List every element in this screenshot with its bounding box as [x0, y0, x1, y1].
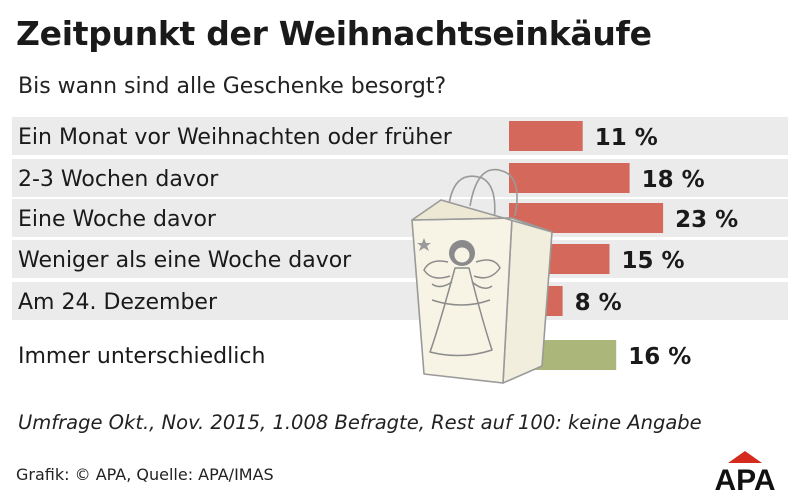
survey-note: Umfrage Okt., Nov. 2015, 1.008 Befragte,…	[18, 411, 702, 434]
source-credit: Grafik: © APA, Quelle: APA/IMAS	[16, 465, 274, 484]
chart-subtitle: Bis wann sind alle Geschenke besorgt?	[18, 74, 447, 99]
chart-title: Zeitpunkt der Weihnachtseinkäufe	[16, 14, 652, 53]
row-background	[12, 240, 788, 278]
row-background	[12, 282, 788, 320]
category-label: Am 24. Dezember	[18, 290, 218, 315]
value-label: 11 %	[595, 125, 658, 151]
svg-text:APA: APA	[714, 464, 775, 494]
category-label: Eine Woche davor	[18, 207, 217, 232]
category-label: Immer unterschiedlich	[18, 344, 265, 369]
category-label: Ein Monat vor Weihnachten oder früher	[18, 125, 453, 150]
category-label: Weniger als eine Woche davor	[18, 248, 352, 273]
value-label: 23 %	[675, 207, 738, 233]
value-label: 16 %	[628, 344, 691, 370]
row-background	[12, 159, 788, 197]
value-label: 18 %	[642, 167, 705, 193]
row-background	[12, 117, 788, 155]
bar	[509, 121, 583, 151]
apa-logo: APA	[714, 451, 776, 494]
category-label: 2-3 Wochen davor	[18, 167, 219, 192]
value-label: 8 %	[575, 290, 622, 316]
bar-chart: Ein Monat vor Weihnachten oder früher 11 …	[12, 117, 788, 384]
bar	[509, 163, 630, 193]
value-label: 15 %	[622, 248, 685, 274]
shopping-bag-angel-icon	[411, 168, 553, 384]
